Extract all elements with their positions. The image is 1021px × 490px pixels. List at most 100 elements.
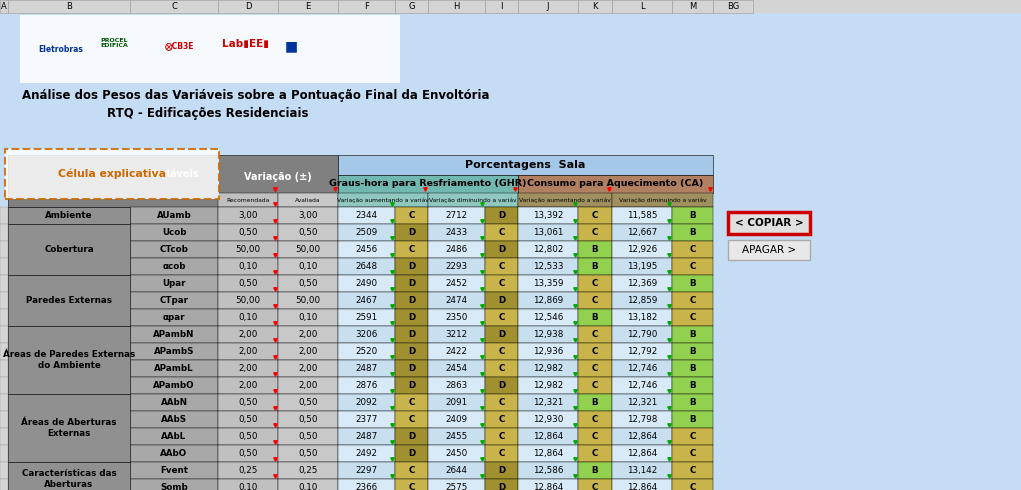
Text: 12,864: 12,864 bbox=[533, 483, 564, 490]
Text: AAbL: AAbL bbox=[161, 432, 187, 441]
Text: Variação diminuindo a variáv: Variação diminuindo a variáv bbox=[429, 197, 517, 203]
Bar bbox=[672, 309, 713, 326]
Bar bbox=[338, 411, 395, 428]
Bar bbox=[672, 241, 713, 258]
Text: C: C bbox=[592, 347, 598, 356]
Bar bbox=[578, 326, 612, 343]
Bar bbox=[218, 462, 278, 479]
Text: D: D bbox=[407, 432, 416, 441]
Text: Somb: Somb bbox=[160, 483, 188, 490]
Bar bbox=[612, 207, 672, 224]
Text: G: G bbox=[408, 2, 415, 11]
Bar bbox=[578, 479, 612, 490]
Bar bbox=[578, 207, 612, 224]
Text: Áreas de Paredes Externas
do Ambiente: Áreas de Paredes Externas do Ambiente bbox=[3, 350, 135, 369]
Bar bbox=[518, 343, 578, 360]
Text: M: M bbox=[689, 2, 696, 11]
Bar bbox=[485, 292, 518, 309]
Text: 2,00: 2,00 bbox=[298, 364, 318, 373]
Bar bbox=[485, 275, 518, 292]
Text: C: C bbox=[689, 432, 695, 441]
Text: Eletrobras: Eletrobras bbox=[38, 46, 83, 54]
Bar bbox=[130, 411, 218, 428]
Bar bbox=[485, 343, 518, 360]
Text: RTQ - Edificações Residenciais: RTQ - Edificações Residenciais bbox=[107, 106, 308, 120]
Bar bbox=[578, 411, 612, 428]
Bar bbox=[612, 309, 672, 326]
Bar bbox=[278, 241, 338, 258]
Text: Análise dos Pesos das Variáveis sobre a Pontuação Final da Envoltória: Análise dos Pesos das Variáveis sobre a … bbox=[22, 90, 489, 102]
Text: 12,982: 12,982 bbox=[533, 364, 564, 373]
Text: C: C bbox=[689, 296, 695, 305]
Bar bbox=[130, 479, 218, 490]
Bar bbox=[278, 479, 338, 490]
Bar bbox=[728, 212, 810, 234]
Text: 2509: 2509 bbox=[355, 228, 378, 237]
Text: C: C bbox=[408, 483, 415, 490]
Bar bbox=[8, 207, 130, 224]
Text: 0,50: 0,50 bbox=[238, 432, 257, 441]
Bar bbox=[0, 0, 8, 13]
Bar bbox=[672, 445, 713, 462]
Text: 0,50: 0,50 bbox=[238, 228, 257, 237]
Bar bbox=[338, 445, 395, 462]
Text: D: D bbox=[498, 296, 505, 305]
Text: Upar: Upar bbox=[162, 279, 186, 288]
Text: 0,10: 0,10 bbox=[298, 313, 318, 322]
Bar bbox=[395, 207, 428, 224]
Text: APambO: APambO bbox=[153, 381, 195, 390]
Text: Graus-hora para Resfriamento (GHR): Graus-hora para Resfriamento (GHR) bbox=[329, 179, 527, 189]
Bar bbox=[518, 193, 612, 207]
Bar bbox=[338, 0, 395, 13]
Bar bbox=[395, 479, 428, 490]
Text: D: D bbox=[407, 330, 416, 339]
Text: 2520: 2520 bbox=[355, 347, 378, 356]
Bar bbox=[218, 309, 278, 326]
Text: 2377: 2377 bbox=[355, 415, 378, 424]
Bar bbox=[0, 411, 8, 428]
Text: 2490: 2490 bbox=[355, 279, 378, 288]
Text: 13,061: 13,061 bbox=[533, 228, 564, 237]
Bar bbox=[0, 394, 8, 411]
Bar bbox=[672, 479, 713, 490]
Text: 2,00: 2,00 bbox=[298, 347, 318, 356]
Bar bbox=[428, 241, 485, 258]
Text: C: C bbox=[592, 415, 598, 424]
Text: Cobertura: Cobertura bbox=[44, 245, 94, 254]
Bar bbox=[518, 175, 713, 193]
Text: C: C bbox=[592, 483, 598, 490]
Text: 2,00: 2,00 bbox=[298, 381, 318, 390]
Text: B: B bbox=[689, 347, 696, 356]
Bar bbox=[612, 258, 672, 275]
Bar bbox=[578, 428, 612, 445]
Bar bbox=[612, 241, 672, 258]
Text: C: C bbox=[689, 449, 695, 458]
Bar bbox=[578, 360, 612, 377]
Bar bbox=[0, 343, 8, 360]
Text: B: B bbox=[592, 466, 598, 475]
Text: Célula explicativa: Célula explicativa bbox=[58, 169, 166, 179]
Bar bbox=[578, 377, 612, 394]
Text: 13,359: 13,359 bbox=[533, 279, 564, 288]
Bar bbox=[278, 377, 338, 394]
Bar bbox=[218, 445, 278, 462]
Bar bbox=[728, 240, 810, 260]
Bar bbox=[395, 309, 428, 326]
Text: B: B bbox=[689, 415, 696, 424]
Text: C: C bbox=[689, 313, 695, 322]
Bar bbox=[485, 241, 518, 258]
Bar bbox=[395, 428, 428, 445]
Text: 12,546: 12,546 bbox=[533, 313, 564, 322]
Text: PROCEL
EDIFICA: PROCEL EDIFICA bbox=[100, 38, 128, 49]
Bar bbox=[218, 193, 278, 207]
Text: B: B bbox=[689, 381, 696, 390]
Bar bbox=[428, 462, 485, 479]
Text: D: D bbox=[407, 381, 416, 390]
Text: 0,10: 0,10 bbox=[238, 483, 257, 490]
Bar bbox=[338, 479, 395, 490]
Text: D: D bbox=[498, 381, 505, 390]
Bar bbox=[8, 462, 130, 490]
Text: 13,195: 13,195 bbox=[627, 262, 658, 271]
Text: B: B bbox=[592, 313, 598, 322]
Bar bbox=[428, 428, 485, 445]
